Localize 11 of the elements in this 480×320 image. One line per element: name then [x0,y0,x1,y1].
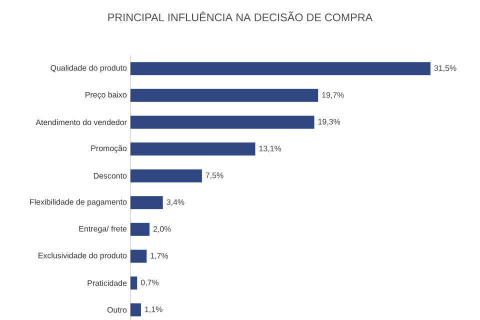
chart-title: PRINCIPAL INFLUÊNCIA NA DECISÃO DE COMPRA [108,12,373,22]
bar [130,250,147,263]
bar [130,196,163,210]
bar [130,222,150,236]
bar [130,276,138,290]
bar [130,303,141,316]
bar [130,62,430,76]
bar [130,116,314,129]
bar [130,88,318,102]
bar [130,169,202,182]
bar [130,142,256,156]
